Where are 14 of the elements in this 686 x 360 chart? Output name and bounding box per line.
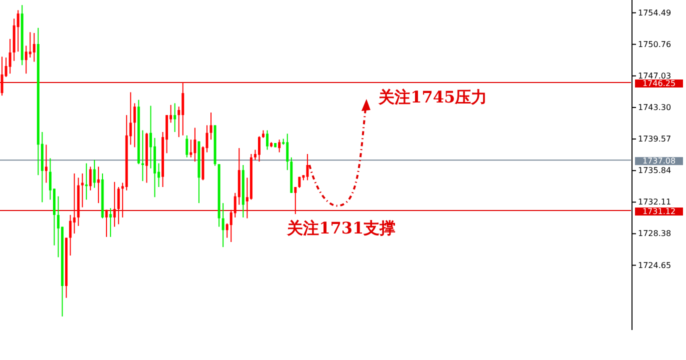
ref-line-label: 1746.25 (642, 79, 676, 88)
annotation: 关注1745压力 (378, 88, 488, 106)
y-tick-label: 1754.49 (638, 8, 672, 18)
y-tick-label: 1750.76 (638, 40, 672, 49)
y-tick-label: 1739.57 (638, 134, 672, 144)
ref-line-label: 1737.08 (642, 156, 676, 166)
y-tick-label: 1747.03 (638, 71, 672, 80)
y-tick-label: 1732.11 (638, 198, 672, 207)
y-tick-label: 1724.65 (638, 260, 672, 270)
annotation: 关注1731支撑 (286, 218, 396, 238)
y-tick-label: 1743.30 (638, 102, 672, 112)
y-tick-label: 1735.84 (638, 166, 672, 176)
ref-line-label: 1731.12 (642, 207, 676, 216)
y-tick-label: 1728.38 (638, 229, 672, 238)
